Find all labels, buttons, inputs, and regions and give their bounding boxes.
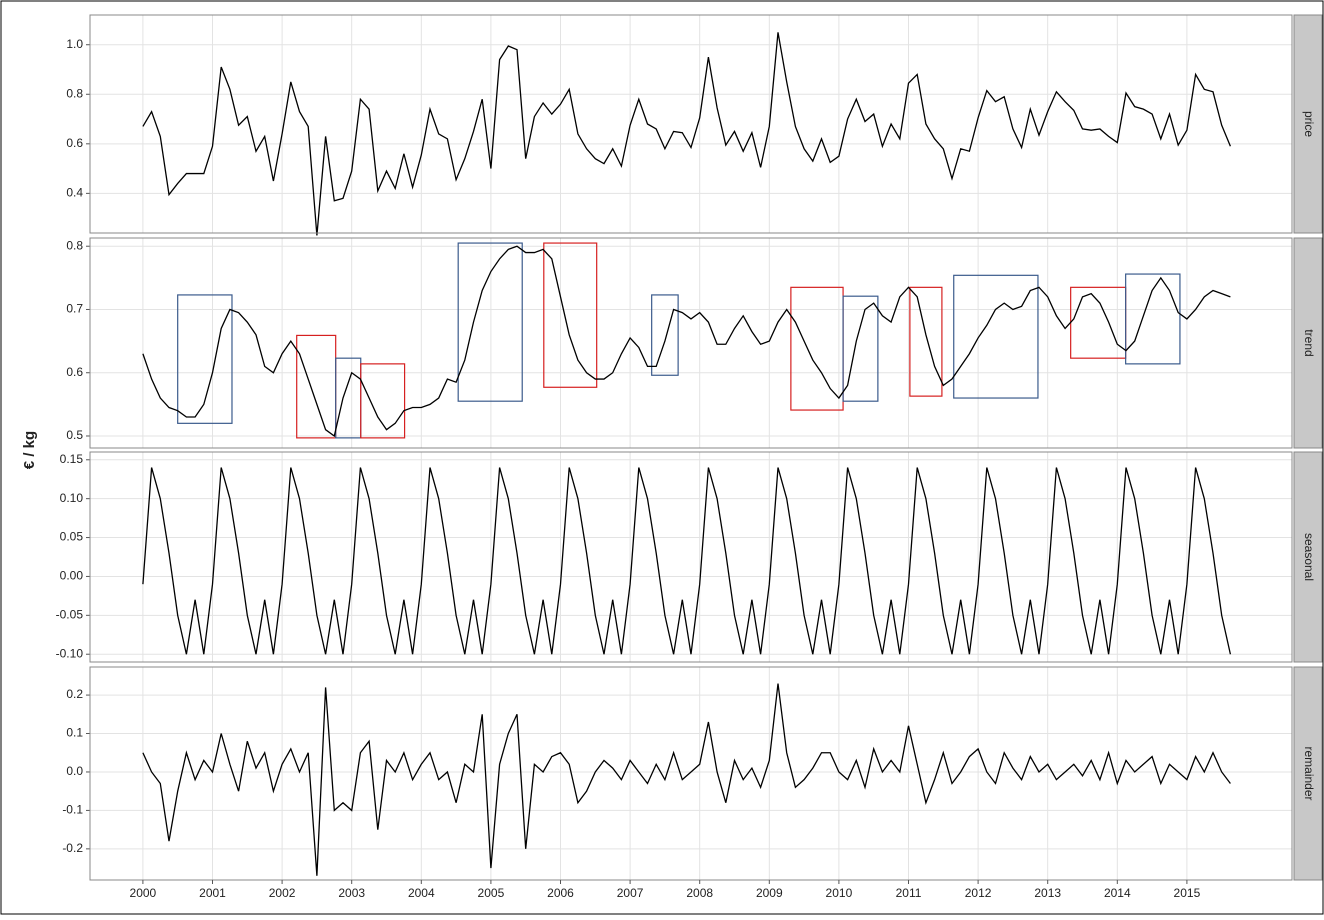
panel-background [90, 452, 1292, 662]
y-tick-label: 0.6 [66, 136, 83, 150]
strip-label: price [1302, 111, 1316, 137]
strip [1293, 666, 1323, 881]
panel-border [89, 237, 1293, 449]
x-tick-label: 2015 [1174, 886, 1201, 900]
y-tick-label: 0.2 [66, 687, 83, 701]
y-tick-label: 0.00 [60, 569, 84, 583]
panel-background [90, 15, 1292, 233]
x-tick-label: 2003 [338, 886, 365, 900]
highlight-box [1125, 273, 1181, 365]
x-tick-label: 2006 [547, 886, 574, 900]
strip [1293, 237, 1323, 449]
x-tick-label: 2008 [686, 886, 713, 900]
x-tick-label: 2004 [408, 886, 435, 900]
strip-label: remainder [1302, 746, 1316, 800]
y-tick-label: 0.8 [66, 86, 83, 100]
x-tick-label: 2014 [1104, 886, 1131, 900]
highlight-box [360, 363, 406, 439]
y-tick-label: -0.05 [56, 608, 84, 622]
line [142, 683, 1231, 876]
panel-background [90, 667, 1292, 880]
strip [1293, 14, 1323, 234]
y-tick-label: 0.1 [66, 726, 83, 740]
y-tick-label: 0.8 [66, 238, 83, 252]
x-tick-label: 2012 [965, 886, 992, 900]
highlight-box [909, 286, 943, 397]
highlight-box [842, 295, 879, 402]
x-tick-label: 2009 [756, 886, 783, 900]
line [142, 467, 1232, 655]
x-tick-label: 2010 [826, 886, 853, 900]
line [142, 32, 1232, 236]
highlight-box [651, 294, 679, 376]
panel-background [90, 238, 1292, 448]
y-tick-label: 0.5 [66, 428, 83, 442]
x-tick-label: 2000 [130, 886, 157, 900]
y-tick-label: -0.10 [56, 646, 84, 660]
highlight-box [953, 274, 1039, 399]
y-tick-label: 0.6 [66, 365, 83, 379]
panel-border [89, 14, 1293, 234]
x-tick-label: 2005 [478, 886, 505, 900]
x-tick-label: 2013 [1034, 886, 1061, 900]
y-tick-label: 0.05 [60, 530, 84, 544]
y-tick-label: 0.7 [66, 302, 83, 316]
y-tick-label: 0.10 [60, 491, 84, 505]
y-tick-label: -0.1 [62, 803, 83, 817]
x-tick-label: 2007 [617, 886, 644, 900]
x-tick-label: 2002 [269, 886, 296, 900]
x-tick-label: 2011 [896, 886, 922, 900]
highlight-box [457, 242, 523, 402]
y-tick-label: 0.4 [66, 186, 83, 200]
strip [1293, 451, 1323, 663]
panel-border [89, 666, 1293, 881]
y-tick-label: -0.2 [62, 841, 83, 855]
highlight-box [177, 294, 233, 424]
y-tick-label: 1.0 [66, 37, 83, 51]
panel-border [89, 451, 1293, 663]
line [142, 245, 1231, 438]
y-tick-label: 0.15 [60, 452, 84, 466]
strip-label: trend [1302, 329, 1316, 356]
highlight-box [543, 242, 598, 388]
y-axis-label: € / kg [21, 431, 38, 469]
x-tick-label: 2001 [199, 886, 226, 900]
y-tick-label: 0.0 [66, 764, 83, 778]
strip-label: seasonal [1302, 533, 1316, 581]
